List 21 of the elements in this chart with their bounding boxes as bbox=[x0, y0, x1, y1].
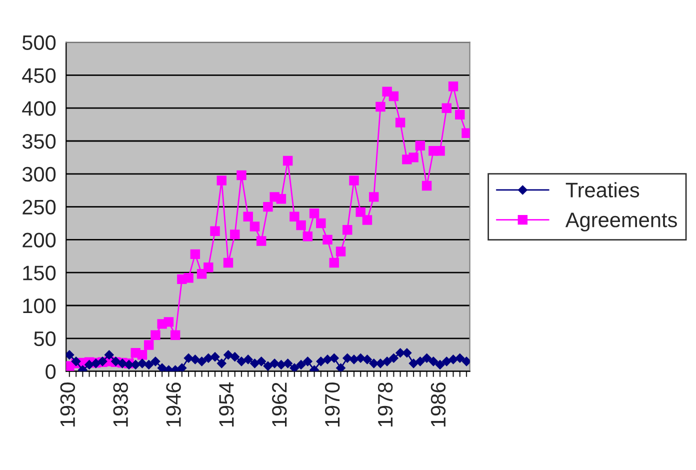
y-tick-label: 250 bbox=[22, 200, 56, 215]
y-tick-label: 500 bbox=[22, 35, 56, 50]
x-tick-label: 1986 bbox=[430, 382, 446, 426]
legend-label: Agreements bbox=[565, 212, 677, 232]
x-tick-label: 1946 bbox=[166, 382, 181, 426]
y-tick-label: 450 bbox=[22, 68, 56, 83]
y-tick-label: 400 bbox=[22, 101, 56, 116]
legend-label: Treaties bbox=[566, 182, 640, 198]
y-tick-label: 50 bbox=[34, 331, 56, 346]
x-tick-label: 1970 bbox=[324, 382, 340, 426]
y-tick-label: 0 bbox=[46, 364, 56, 380]
x-tick-label: 1962 bbox=[272, 382, 287, 426]
x-tick-label: 1954 bbox=[219, 382, 234, 426]
y-tick-label: 350 bbox=[22, 134, 56, 149]
x-tick-label: 1930 bbox=[60, 382, 76, 426]
x-tick-label: 1978 bbox=[378, 382, 393, 426]
y-tick-label: 100 bbox=[23, 298, 56, 314]
y-tick-label: 200 bbox=[22, 232, 56, 248]
x-tick-label: 1938 bbox=[113, 382, 128, 426]
y-tick-label: 150 bbox=[23, 266, 56, 280]
y-tick-label: 300 bbox=[22, 166, 56, 182]
